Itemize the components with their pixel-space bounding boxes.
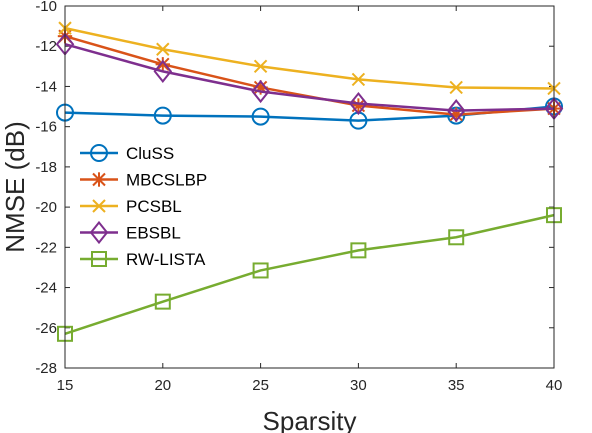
legend-label: MBCSLBP	[126, 171, 207, 190]
diamond-marker	[89, 220, 109, 245]
square-marker	[350, 242, 367, 259]
x-axis-title: Sparsity	[263, 406, 357, 433]
x-tick-label: 20	[154, 377, 171, 394]
axes-frame	[64, 5, 555, 369]
y-tick-label: -28	[35, 360, 57, 377]
circle-marker	[153, 106, 172, 125]
x-tick-label: 25	[252, 377, 269, 394]
legend-item-ebsbl: EBSBL	[80, 220, 181, 245]
legend-label: RW-LISTA	[126, 250, 206, 269]
y-axis-title: NMSE (dB)	[0, 121, 30, 252]
legend-label: CluSS	[126, 144, 174, 163]
legend-item-cluss: CluSS	[80, 144, 174, 163]
x-tick-label: 35	[448, 377, 465, 394]
diamond-marker	[349, 91, 368, 116]
square-marker	[91, 251, 107, 267]
diamond-marker	[251, 79, 270, 104]
y-tick-label: -24	[35, 280, 57, 297]
diamond-marker	[153, 59, 173, 83]
legend-item-pcsbl: PCSBL	[80, 197, 182, 216]
y-tick-label: -14	[35, 78, 57, 95]
square-marker	[252, 262, 269, 279]
x-marker	[253, 59, 268, 74]
x-tick-label: 15	[57, 377, 74, 394]
x-marker	[156, 42, 170, 56]
y-tick-label: -10	[35, 0, 57, 15]
circle-marker	[90, 144, 108, 162]
y-tick-label: -22	[35, 239, 57, 256]
y-tick-label: -16	[35, 119, 57, 136]
legend-item-mbcslbp: MBCSLBP	[80, 171, 207, 190]
y-tick-label: -12	[35, 38, 57, 55]
y-tick-label: -20	[35, 199, 57, 216]
legend-label: EBSBL	[126, 224, 181, 243]
legend: CluSS MBCSLBP PCSBL EBSBL RW-LISTA	[80, 144, 207, 269]
x-tick-label: 30	[350, 377, 367, 394]
series-line-rw-lista	[64, 213, 555, 335]
series-rw-lista	[57, 207, 562, 342]
series-line-pcsbl	[64, 26, 555, 90]
y-tick-label: -18	[35, 159, 57, 176]
legend-label: PCSBL	[126, 197, 182, 216]
diamond-marker	[446, 98, 466, 123]
y-tick-label: -26	[35, 320, 57, 337]
circle-marker	[251, 107, 270, 126]
axis-tick-labels: 15 20 25 30 35 40 -10 -12 -14 -16 -18 -20 -22 -24 -26 -…	[35, 0, 562, 394]
asterisk-marker	[155, 57, 170, 72]
square-marker	[154, 293, 171, 310]
x-marker	[449, 80, 463, 95]
square-marker	[448, 229, 465, 246]
axes-box	[64, 5, 555, 369]
x-tick-label: 40	[546, 377, 563, 394]
x-marker	[92, 199, 106, 213]
asterisk-marker	[91, 172, 107, 187]
legend-item-rw-lista: RW-LISTA	[80, 250, 206, 269]
x-marker	[351, 72, 366, 87]
series-line-ebsbl	[64, 43, 555, 112]
